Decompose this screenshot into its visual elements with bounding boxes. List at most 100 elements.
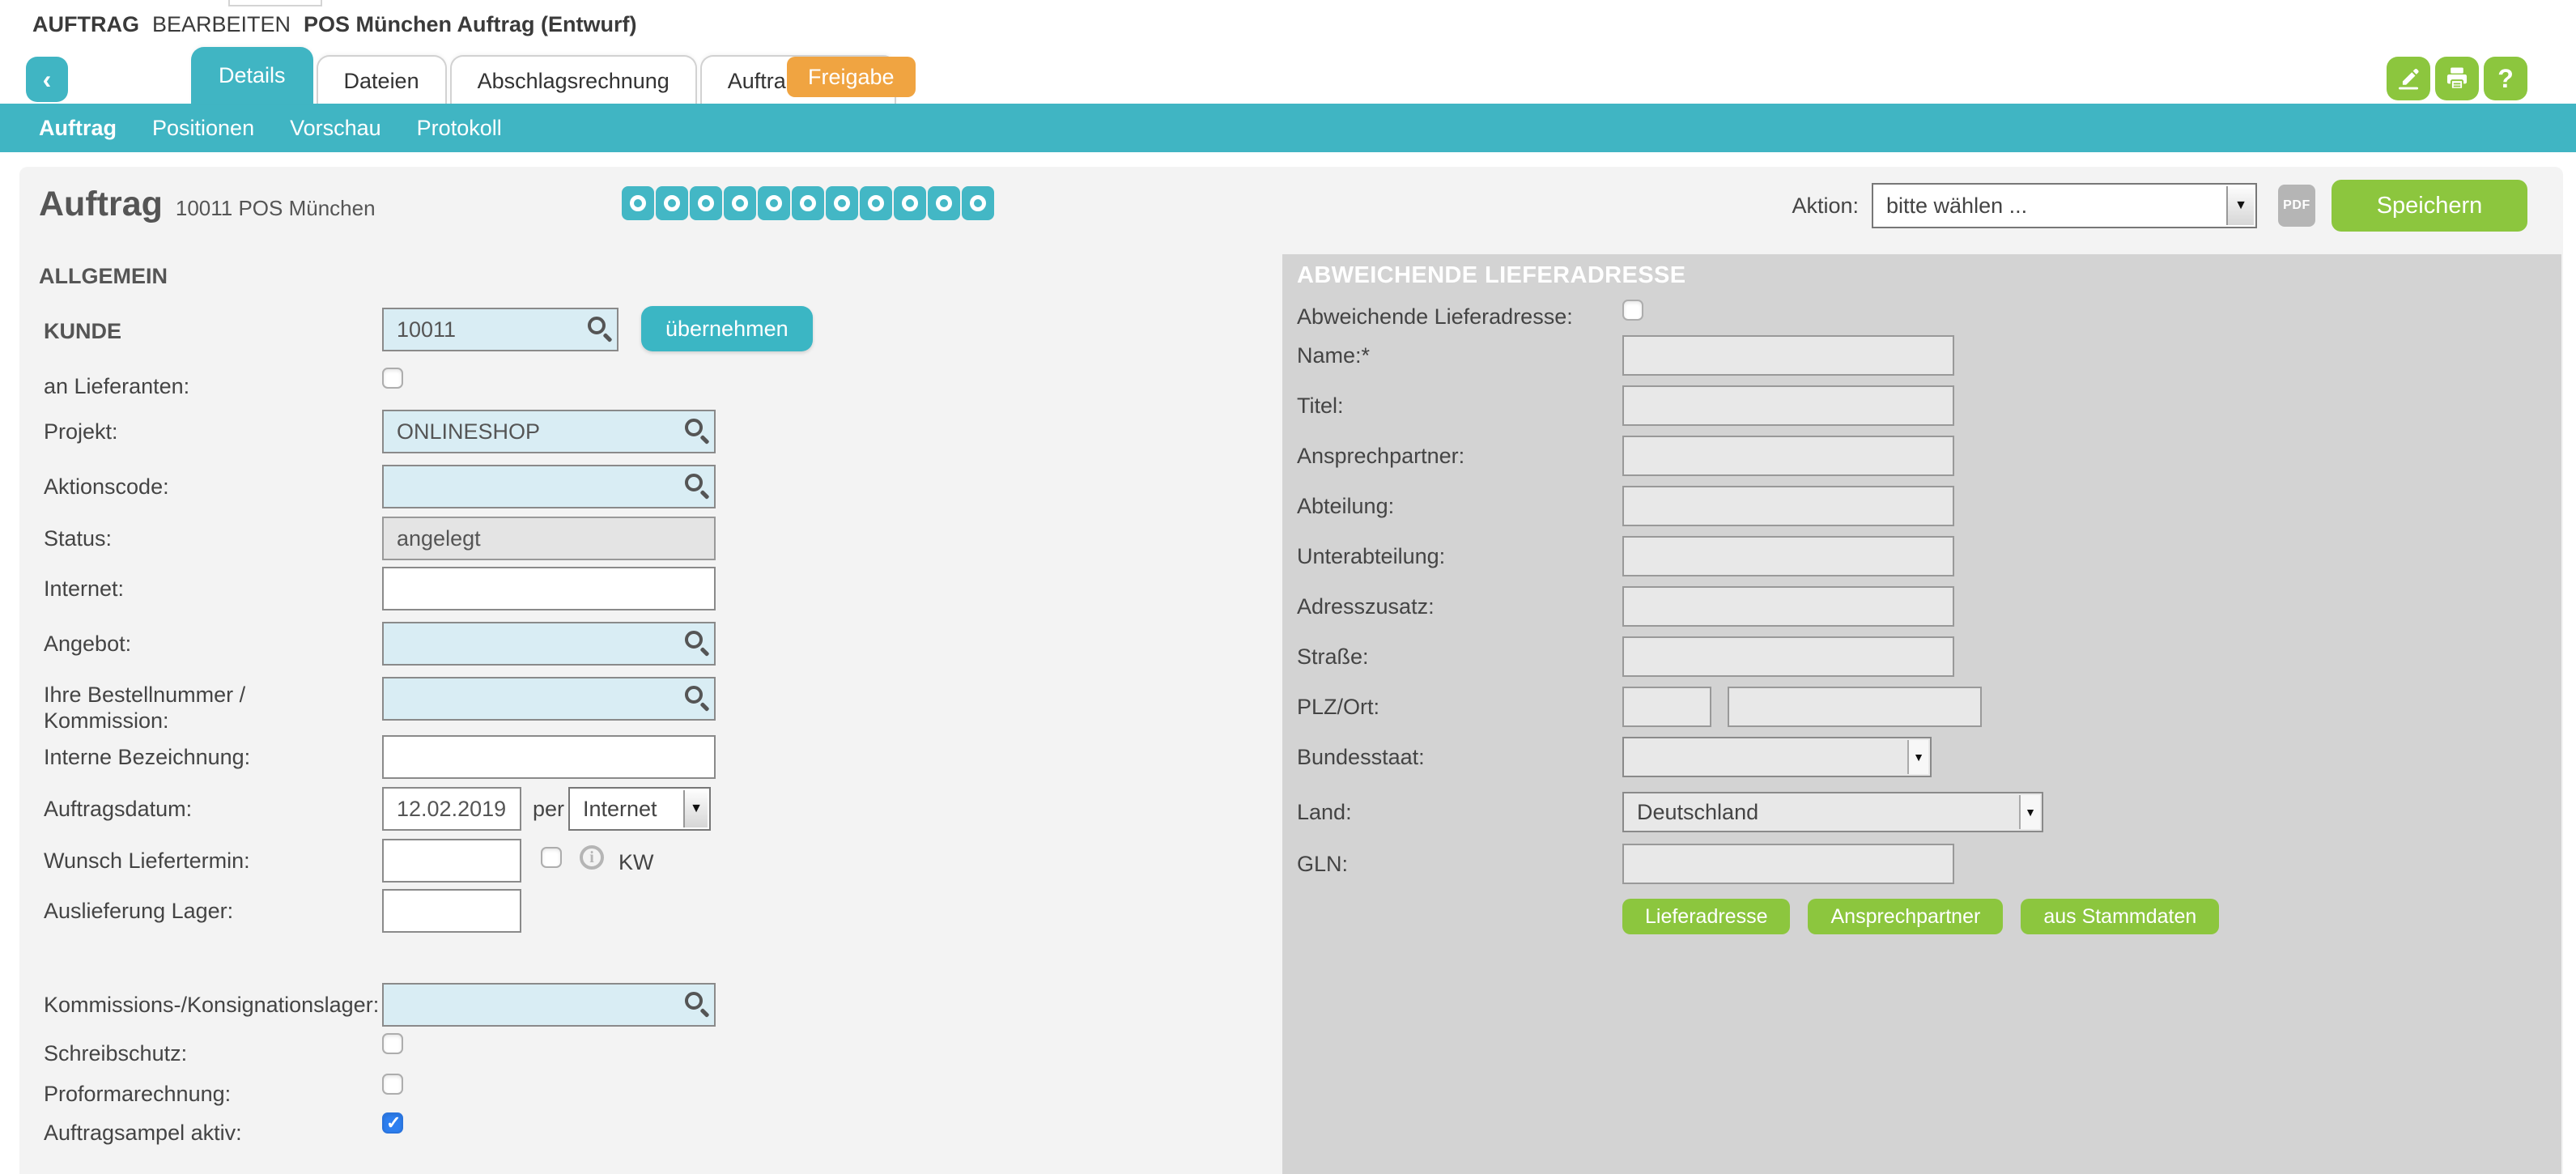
gln-input[interactable] bbox=[1622, 844, 1954, 884]
ampel-circle-button-4[interactable] bbox=[724, 186, 756, 220]
search-icon[interactable] bbox=[685, 419, 703, 436]
auftragsdatum-field bbox=[382, 787, 521, 831]
unterabteilung-field bbox=[1622, 536, 1954, 576]
wunsch-liefertermin-input[interactable] bbox=[382, 839, 521, 883]
interne-bezeichnung-label: Interne Bezeichnung: bbox=[44, 745, 251, 769]
ampel-circle-button-9[interactable] bbox=[894, 186, 926, 220]
tab-abschlagsrechnung[interactable]: Abschlagsrechnung bbox=[449, 55, 697, 104]
ansprechpartner-button[interactable]: Ansprechpartner bbox=[1808, 899, 2004, 934]
circle-icon bbox=[732, 195, 748, 211]
kommissionslager-label: Kommissions-/Konsignationslager: bbox=[44, 993, 380, 1017]
ampel-circle-button-2[interactable] bbox=[656, 186, 688, 220]
ampel-circle-button-5[interactable] bbox=[758, 186, 790, 220]
kunde-input[interactable] bbox=[382, 308, 618, 351]
ampel-circle-button-11[interactable] bbox=[962, 186, 994, 220]
tab-dateien[interactable]: Dateien bbox=[316, 55, 447, 104]
gln-field bbox=[1622, 844, 1954, 884]
pdf-button[interactable]: PDF bbox=[2278, 185, 2315, 227]
plz-input[interactable] bbox=[1622, 687, 1711, 727]
search-icon[interactable] bbox=[685, 474, 703, 491]
auftragsampel-aktiv-checkbox[interactable] bbox=[382, 1112, 403, 1134]
aktion-select[interactable]: bitte wählen ... ▼ bbox=[1872, 183, 2257, 228]
angebot-input[interactable] bbox=[382, 622, 716, 666]
kommissionslager-input[interactable] bbox=[382, 983, 716, 1027]
bestellnummer-input[interactable] bbox=[382, 677, 716, 721]
subnav-item-auftrag[interactable]: Auftrag bbox=[39, 116, 117, 140]
schreibschutz-checkbox[interactable] bbox=[382, 1033, 403, 1054]
breadcrumb: AUFTRAG BEARBEITEN POS München Auftrag (En… bbox=[0, 0, 2576, 45]
subnav-item-positionen[interactable]: Positionen bbox=[152, 116, 255, 140]
auftragsdatum-label: Auftragsdatum: bbox=[44, 797, 193, 821]
breadcrumb-action: BEARBEITEN bbox=[151, 12, 291, 36]
ampel-circle-button-1[interactable] bbox=[622, 186, 654, 220]
abteilung-input[interactable] bbox=[1622, 486, 1954, 526]
circle-icon bbox=[834, 195, 850, 211]
dropdown-arrow-icon: ▼ bbox=[683, 790, 708, 827]
auslieferung-lager-input[interactable] bbox=[382, 889, 521, 933]
print-button[interactable] bbox=[2435, 57, 2479, 100]
unterabteilung-input[interactable] bbox=[1622, 536, 1954, 576]
back-button[interactable]: ‹ bbox=[26, 57, 68, 102]
freigabe-button[interactable]: Freigabe bbox=[787, 57, 916, 97]
titel-input[interactable] bbox=[1622, 385, 1954, 426]
search-icon[interactable] bbox=[685, 686, 703, 704]
proformarechnung-checkbox[interactable] bbox=[382, 1074, 403, 1095]
auftragsdatum-input[interactable] bbox=[382, 787, 521, 831]
question-mark-icon: ? bbox=[2497, 63, 2514, 93]
per-select[interactable]: Internet ▼ bbox=[568, 787, 711, 831]
name-input[interactable] bbox=[1622, 335, 1954, 376]
uebernehmen-button[interactable]: übernehmen bbox=[641, 306, 813, 351]
search-icon[interactable] bbox=[685, 631, 703, 649]
ansprechpartner-input[interactable] bbox=[1622, 436, 1954, 476]
circle-icon bbox=[630, 195, 646, 211]
window-icon-buttons: ? bbox=[2387, 57, 2527, 100]
subnav-item-protokoll[interactable]: Protokoll bbox=[416, 116, 502, 140]
titel-field bbox=[1622, 385, 1954, 426]
interne-bezeichnung-input[interactable] bbox=[382, 735, 716, 779]
ampel-circle-button-10[interactable] bbox=[928, 186, 960, 220]
status-label: Status: bbox=[44, 526, 113, 551]
circle-icon bbox=[902, 195, 918, 211]
ort-input[interactable] bbox=[1728, 687, 1982, 727]
projekt-input[interactable] bbox=[382, 410, 716, 453]
abteilung-label: Abteilung: bbox=[1297, 494, 1395, 518]
kunde-field bbox=[382, 308, 618, 351]
subnav-item-vorschau[interactable]: Vorschau bbox=[290, 116, 381, 140]
circle-icon bbox=[800, 195, 816, 211]
help-button[interactable]: ? bbox=[2484, 57, 2527, 100]
bundesstaat-select[interactable]: ▼ bbox=[1622, 737, 1932, 777]
tab-details[interactable]: Details bbox=[191, 47, 313, 104]
aktionscode-field bbox=[382, 465, 716, 508]
ampel-circle-button-6[interactable] bbox=[792, 186, 824, 220]
land-select[interactable]: Deutschland ▼ bbox=[1622, 792, 2043, 832]
search-icon[interactable] bbox=[685, 992, 703, 1010]
kommissionslager-field bbox=[382, 983, 716, 1027]
internet-input[interactable] bbox=[382, 567, 716, 610]
sub-navigation: Auftrag Positionen Vorschau Protokoll bbox=[0, 104, 2576, 152]
aktionscode-input[interactable] bbox=[382, 465, 716, 508]
circle-icon bbox=[936, 195, 952, 211]
abweichende-lieferadresse-checkbox[interactable] bbox=[1622, 300, 1643, 321]
edit-button[interactable] bbox=[2387, 57, 2430, 100]
page-subtitle: 10011 POS München bbox=[175, 196, 376, 220]
status-input bbox=[382, 517, 716, 560]
search-icon[interactable] bbox=[588, 317, 606, 334]
strasse-field bbox=[1622, 636, 1954, 677]
circle-icon bbox=[868, 195, 884, 211]
save-button[interactable]: Speichern bbox=[2332, 180, 2527, 232]
internet-label: Internet: bbox=[44, 576, 125, 601]
auslieferung-lager-field bbox=[382, 889, 521, 933]
kw-checkbox[interactable] bbox=[541, 847, 562, 868]
freigabe-container: Freigabe bbox=[764, 57, 916, 104]
adresszusatz-input[interactable] bbox=[1622, 586, 1954, 627]
lieferadresse-button[interactable]: Lieferadresse bbox=[1622, 899, 1791, 934]
dropdown-arrow-icon: ▼ bbox=[1907, 740, 1928, 774]
strasse-input[interactable] bbox=[1622, 636, 1954, 677]
aus-stammdaten-button[interactable]: aus Stammdaten bbox=[2021, 899, 2220, 934]
dropdown-arrow-icon: ▼ bbox=[2226, 186, 2254, 225]
ampel-circle-button-3[interactable] bbox=[690, 186, 722, 220]
an-lieferanten-checkbox[interactable] bbox=[382, 368, 403, 389]
ampel-circle-button-8[interactable] bbox=[860, 186, 892, 220]
auslieferung-lager-label: Auslieferung Lager: bbox=[44, 899, 234, 923]
ampel-circle-button-7[interactable] bbox=[826, 186, 858, 220]
